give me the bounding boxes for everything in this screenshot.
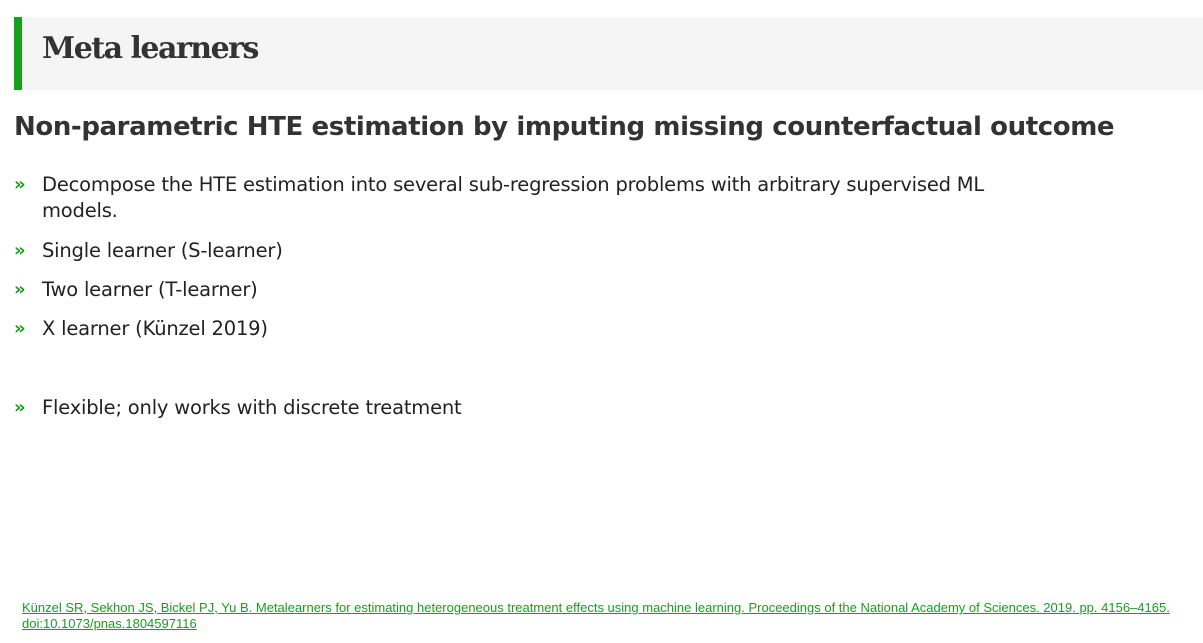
title-accent-bar: [14, 17, 22, 90]
bullet-chevron-icon: »: [14, 318, 26, 339]
bullet-text: Decompose the HTE estimation into severa…: [42, 173, 985, 222]
slide-title: Meta learners: [42, 31, 259, 66]
citation-link[interactable]: Künzel SR, Sekhon JS, Bickel PJ, Yu B. M…: [22, 600, 1170, 631]
bullet-chevron-icon: »: [14, 397, 26, 418]
slide-subtitle: Non-parametric HTE estimation by imputin…: [14, 112, 1115, 142]
bullet-text: Single learner (S-learner): [42, 239, 283, 262]
title-bar: Meta learners: [14, 17, 1203, 90]
bullet-text: X learner (Künzel 2019): [42, 317, 268, 340]
bullet-chevron-icon: »: [14, 240, 26, 261]
bullet-text: Two learner (T-learner): [42, 278, 258, 301]
bullet-text: Flexible; only works with discrete treat…: [42, 396, 462, 419]
bullet-chevron-icon: »: [14, 174, 26, 195]
bullet-chevron-icon: »: [14, 279, 26, 300]
